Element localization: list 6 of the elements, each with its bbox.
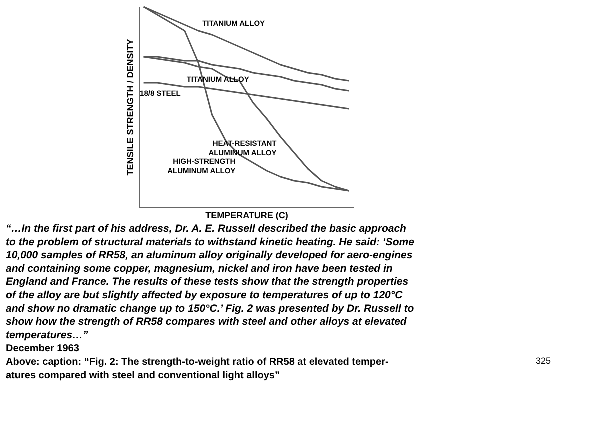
text: Above: caption: “Fig. 2: The strength-to-weight ratio of RR58 at elevated temper- atures compared with steel and conventional light alloys” bbox=[6, 357, 389, 382]
text: 325 bbox=[536, 356, 551, 366]
text: December 1963 bbox=[6, 344, 80, 355]
x-axis-title: TEMPERATURE (C) bbox=[206, 210, 288, 220]
y-axis-title: TENSILE STRENGTH / DENSITY bbox=[126, 39, 136, 176]
text: “…In the first part of his address, Dr. A. E. Russell described the basic approach to the problem of structural materials to withstand kinetic heating. He said: ‘Some 10,000 samples of RR58, an aluminum alloy originally developed for aero-engines and containing some copper, magnesium, nickel and iron have been tested in England and France. The results of these tests show that the strength properties of the alloy are but slightly affected by exposure to temperatures of up to 120°C and show no dramatic change up to 150°C.’ Fig. 2 was presented by Dr. Russell to show how the strength of RR58 compares with steel and other alloys at elevated temperatures…” bbox=[6, 223, 414, 342]
